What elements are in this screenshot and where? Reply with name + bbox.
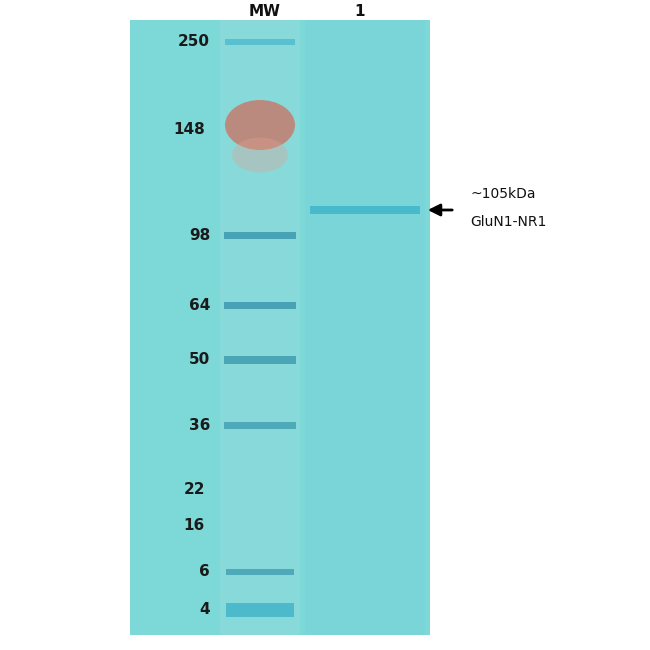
Bar	[130, 20, 430, 635]
Ellipse shape	[232, 138, 288, 172]
Text: 16: 16	[184, 517, 205, 532]
Bar	[224, 231, 296, 239]
Text: 6: 6	[200, 564, 210, 580]
Text: 1: 1	[355, 5, 365, 20]
Ellipse shape	[225, 100, 295, 150]
Bar	[226, 569, 294, 575]
Text: 148: 148	[174, 122, 205, 138]
Text: 64: 64	[188, 298, 210, 313]
Bar	[226, 603, 294, 617]
Text: 98: 98	[188, 227, 210, 242]
Text: 36: 36	[188, 417, 210, 432]
Bar	[305, 20, 425, 635]
Bar	[224, 302, 296, 309]
Text: ~105kDa: ~105kDa	[470, 187, 536, 201]
Text: 250: 250	[178, 34, 210, 49]
Text: 4: 4	[200, 603, 210, 618]
Bar	[220, 20, 300, 635]
Text: MW: MW	[249, 5, 281, 20]
Text: 50: 50	[188, 352, 210, 367]
Bar	[224, 356, 296, 364]
Bar	[310, 206, 420, 214]
Bar	[225, 39, 295, 45]
Text: 22: 22	[183, 482, 205, 497]
Text: GluN1-NR1: GluN1-NR1	[470, 215, 547, 229]
Bar	[224, 421, 296, 428]
